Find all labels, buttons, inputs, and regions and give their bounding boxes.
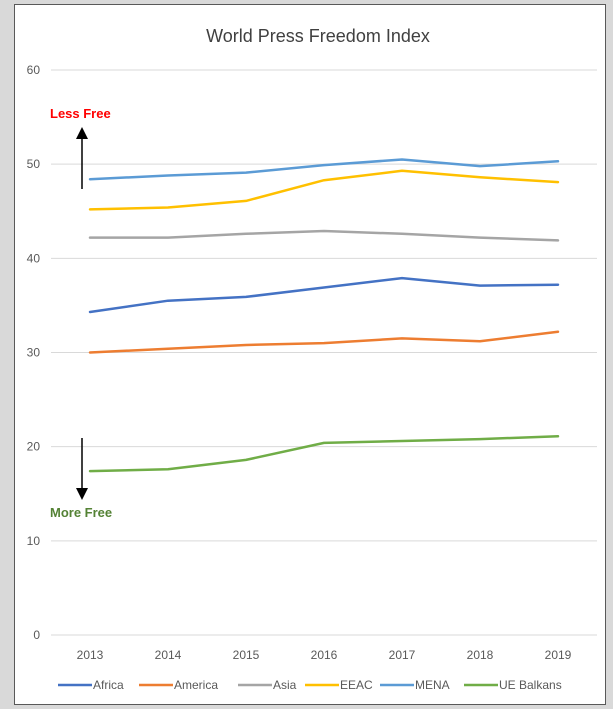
x-tick-label: 2015 — [233, 648, 260, 662]
x-tick-label: 2013 — [77, 648, 104, 662]
y-tick-label: 50 — [27, 157, 41, 171]
series-line-eeac — [88, 169, 560, 211]
x-tick-label: 2016 — [311, 648, 338, 662]
x-tick-label: 2018 — [467, 648, 494, 662]
legend-label-eeac: EEAC — [340, 678, 373, 692]
x-axis-ticks: 2013 2014 2015 2016 2017 2018 2019 — [77, 648, 572, 662]
series-line-ue-balkans — [88, 435, 560, 473]
less-free-label: Less Free — [50, 106, 111, 121]
x-tick-label: 2014 — [155, 648, 182, 662]
y-tick-label: 10 — [27, 534, 41, 548]
series-line-asia — [88, 229, 560, 242]
y-tick-label: 30 — [27, 346, 41, 360]
y-tick-label: 20 — [27, 440, 41, 454]
y-axis-ticks: 0 10 20 30 40 50 60 — [27, 63, 41, 642]
series-line-america — [88, 330, 560, 354]
more-free-label: More Free — [50, 505, 112, 520]
legend-label-africa: Africa — [93, 678, 124, 692]
x-tick-label: 2017 — [389, 648, 416, 662]
annotations: Less Free More Free — [50, 106, 112, 520]
gridlines — [51, 69, 597, 636]
series-line-africa — [88, 276, 560, 314]
line-chart: World Press Freedom Index 0102030405060 … — [27, 26, 597, 692]
x-tick-label: 2019 — [545, 648, 572, 662]
series-line-mena — [88, 158, 560, 181]
legend-label-america: America — [174, 678, 218, 692]
legend-label-mena: MENA — [415, 678, 450, 692]
legend-label-ue-balkans: UE Balkans — [499, 678, 562, 692]
y-tick-label: 60 — [27, 63, 41, 77]
y-tick-label: 0 — [33, 628, 40, 642]
series-lines — [88, 158, 560, 473]
legend: Africa America Asia EEAC MENA UE Balkans — [58, 678, 562, 692]
chart-frame: World Press Freedom Index 0 10 20 30 40 50 60 … — [14, 4, 606, 705]
y-tick-label: 40 — [27, 251, 41, 265]
legend-label-asia: Asia — [273, 678, 297, 692]
chart-title: World Press Freedom Index — [206, 26, 430, 46]
